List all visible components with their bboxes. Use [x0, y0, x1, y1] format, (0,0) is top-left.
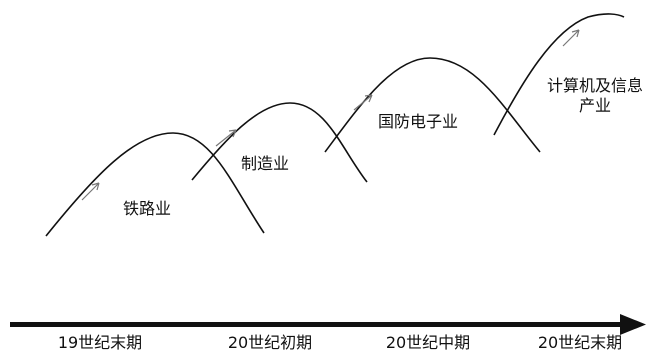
wave-computer-information-arrow — [562, 29, 580, 47]
wave-defense-electronics — [324, 57, 541, 153]
era-20th-late: 20世纪末期 — [537, 333, 623, 352]
wave-manufacturing-arrow — [215, 129, 237, 147]
label-defense-electronics: 国防电子业 — [378, 112, 459, 131]
wave-defense-electronics-arrow — [353, 94, 373, 111]
wave-railway — [45, 132, 265, 237]
timeline-axis — [10, 322, 622, 327]
label-computer-information-line1: 计算机及信息 — [546, 76, 643, 95]
era-20th-mid: 20世纪中期 — [385, 333, 471, 352]
era-20th-early: 20世纪初期 — [227, 333, 313, 352]
era-19th-late: 19世纪末期 — [57, 333, 143, 352]
wave-railway-arrow — [81, 182, 100, 201]
label-manufacturing: 制造业 — [241, 154, 290, 173]
wave-computer-information — [493, 13, 625, 136]
label-railway: 铁路业 — [123, 199, 172, 218]
label-computer-information: 计算机及信息 产业 — [540, 76, 650, 116]
wave-manufacturing — [191, 102, 368, 183]
timeline-arrowhead — [620, 314, 646, 335]
label-computer-information-line2: 产业 — [578, 96, 611, 115]
